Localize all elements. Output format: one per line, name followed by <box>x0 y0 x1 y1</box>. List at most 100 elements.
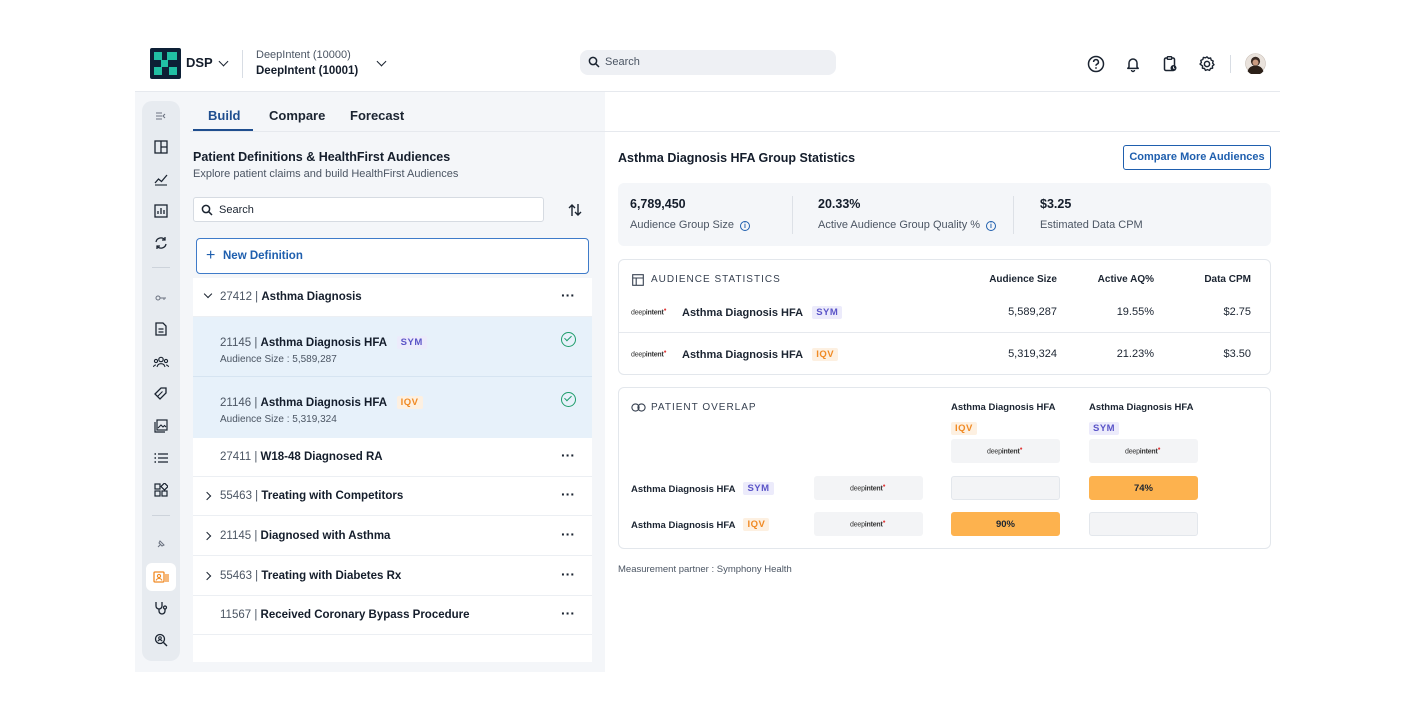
separator: | <box>251 337 261 349</box>
chevron-right-icon[interactable] <box>202 531 212 541</box>
more-options-icon[interactable]: ··· <box>561 605 575 621</box>
audience-name: Asthma Diagnosis HFA <box>682 307 804 319</box>
check-circle-icon[interactable] <box>561 392 576 407</box>
iqv-badge: IQV <box>743 518 770 531</box>
group-statistics-title: Asthma Diagnosis HFA Group Statistics <box>618 151 856 165</box>
separator: | <box>251 397 261 409</box>
patient-overlap-card: PATIENT OVERLAP Asthma Diagnosis HFA IQV… <box>618 387 1271 549</box>
tab-forecast[interactable]: Forecast <box>350 108 405 123</box>
audience-row[interactable]: 21146 | Asthma Diagnosis HFA IQV Audienc… <box>193 377 592 437</box>
tab-build[interactable]: Build <box>208 108 241 123</box>
product-name[interactable]: DSP <box>186 55 213 70</box>
account-secondary[interactable]: DeepIntent (10001) <box>256 65 359 77</box>
kpi-value: 20.33% <box>818 197 861 211</box>
overlap-cell[interactable] <box>951 476 1060 500</box>
collapse-icon[interactable] <box>152 107 170 125</box>
tab-compare[interactable]: Compare <box>269 108 326 123</box>
clipboard-icon[interactable] <box>1160 54 1180 74</box>
apps-icon[interactable] <box>152 481 170 499</box>
bell-icon[interactable] <box>1123 54 1143 74</box>
definition-row[interactable]: 27412 | Asthma Diagnosis ··· <box>193 278 592 317</box>
plus-icon: + <box>206 247 216 264</box>
column-header: Audience Size <box>989 274 1057 285</box>
deepintent-logo: deepintent● <box>814 512 923 536</box>
data-cpm-value: $2.75 <box>1223 306 1251 318</box>
avatar[interactable] <box>1245 53 1266 74</box>
new-definition-label: New Definition <box>223 250 303 262</box>
rail-panel <box>142 101 180 661</box>
audience-name: Asthma Diagnosis HFA <box>682 349 804 361</box>
audience-builder-icon[interactable] <box>152 568 170 586</box>
kpi-value: 6,789,450 <box>630 197 686 211</box>
analytics-icon[interactable] <box>152 170 170 188</box>
separator: | <box>251 451 261 463</box>
definition-name: Treating with Competitors <box>261 490 404 502</box>
users-icon[interactable] <box>152 353 170 371</box>
dashboard-icon[interactable] <box>152 138 170 156</box>
account-primary[interactable]: DeepIntent (10000) <box>256 49 351 61</box>
product-chevron-down-icon[interactable] <box>218 56 229 67</box>
chevron-right-icon[interactable] <box>202 491 212 501</box>
definition-row[interactable]: 55463 | Treating with Diabetes Rx ··· <box>193 557 592 596</box>
more-options-icon[interactable]: ··· <box>561 486 575 502</box>
definition-row[interactable]: 55463 | Treating with Competitors ··· <box>193 477 592 516</box>
separator: | <box>251 530 261 542</box>
key-icon[interactable] <box>152 289 170 307</box>
overlap-cell[interactable]: 90% <box>951 512 1060 536</box>
more-options-icon[interactable]: ··· <box>561 566 575 582</box>
info-icon[interactable]: i <box>986 221 997 231</box>
iqv-badge: IQV <box>812 348 839 361</box>
measurement-partner-note: Measurement partner : Symphony Health <box>618 564 792 575</box>
kpi-label: Audience Group Size <box>630 219 734 231</box>
definition-row[interactable]: 21145 | Diagnosed with Asthma ··· <box>193 517 592 556</box>
info-icon[interactable]: i <box>739 221 750 231</box>
more-options-icon[interactable]: ··· <box>561 287 575 303</box>
table-row[interactable]: deepintent● Asthma Diagnosis HFA IQV 5,3… <box>619 334 1270 374</box>
gallery-icon[interactable] <box>152 417 170 435</box>
stethoscope-icon[interactable] <box>152 599 170 617</box>
sort-icon[interactable] <box>566 201 584 219</box>
definition-id: 55463 <box>220 490 252 502</box>
audience-row[interactable]: 21145 | Asthma Diagnosis HFA SYM Audienc… <box>193 317 592 377</box>
document-icon[interactable] <box>152 320 170 338</box>
rail-divider <box>152 515 170 516</box>
new-definition-button[interactable]: + New Definition <box>196 238 589 274</box>
definitions-title: Patient Definitions & HealthFirst Audien… <box>193 150 451 164</box>
help-icon[interactable] <box>1086 54 1106 74</box>
more-options-icon[interactable]: ··· <box>561 526 575 542</box>
chevron-right-icon[interactable] <box>202 571 212 581</box>
definition-name: Asthma Diagnosis <box>261 291 362 303</box>
global-search-input[interactable]: Search <box>580 50 836 75</box>
sym-badge: SYM <box>1089 421 1120 435</box>
more-options-icon[interactable]: ··· <box>561 447 575 463</box>
divider <box>1013 196 1014 234</box>
sync-icon[interactable] <box>152 234 170 252</box>
definitions-tree: 27412 | Asthma Diagnosis ··· 21145 | Ast… <box>193 278 592 662</box>
separator: | <box>251 609 261 621</box>
overlap-cell[interactable]: 74% <box>1089 476 1198 500</box>
sym-badge: SYM <box>396 336 427 349</box>
check-circle-icon[interactable] <box>561 332 576 347</box>
overlap-cell[interactable] <box>1089 512 1198 536</box>
definition-row[interactable]: 11567 | Received Coronary Bypass Procedu… <box>193 596 592 635</box>
report-icon[interactable] <box>152 202 170 220</box>
definition-id: 27411 <box>220 451 252 463</box>
divider <box>242 50 243 78</box>
search-placeholder: Search <box>219 204 254 216</box>
rail-divider <box>152 267 170 268</box>
compare-more-audiences-button[interactable]: Compare More Audiences <box>1123 145 1271 170</box>
definition-name: Diagnosed with Asthma <box>260 530 391 542</box>
definition-row[interactable]: 27411 | W18-48 Diagnosed RA ··· <box>193 438 592 477</box>
audience-statistics-card: AUDIENCE STATISTICS Audience Size Active… <box>618 259 1271 375</box>
app-logo[interactable] <box>150 48 181 79</box>
definitions-search-input[interactable]: Search <box>193 197 544 222</box>
tag-icon[interactable] <box>152 385 170 403</box>
rail-active-item[interactable] <box>146 563 176 591</box>
gear-icon[interactable] <box>1197 54 1217 74</box>
list-icon[interactable] <box>152 449 170 467</box>
patient-search-icon[interactable] <box>152 631 170 649</box>
pin-icon[interactable] <box>152 535 170 553</box>
table-row[interactable]: deepintent● Asthma Diagnosis HFA SYM 5,5… <box>619 296 1270 333</box>
chevron-down-icon[interactable] <box>203 289 213 299</box>
account-chevron-down-icon[interactable] <box>376 56 387 67</box>
